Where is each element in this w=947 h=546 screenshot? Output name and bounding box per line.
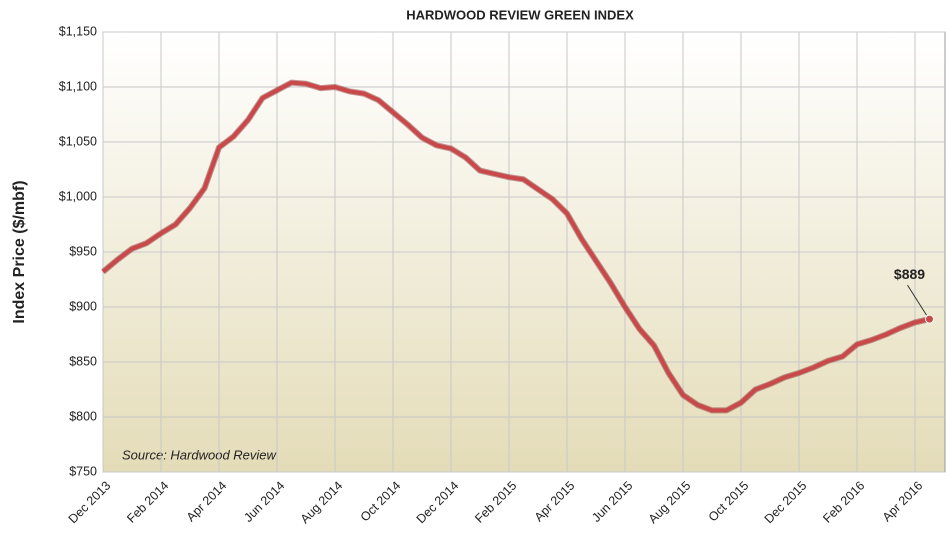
chart-title: HARDWOOD REVIEW GREEN INDEX bbox=[406, 7, 634, 22]
point-marker bbox=[925, 314, 934, 324]
x-tick-label: Dec 2014 bbox=[414, 479, 462, 527]
x-tick-label: Feb 2015 bbox=[472, 479, 519, 526]
y-tick-label: $900 bbox=[69, 299, 97, 313]
x-tick-label: Apr 2016 bbox=[880, 479, 926, 525]
line bbox=[101, 80, 930, 413]
y-tick-label: $750 bbox=[69, 464, 97, 478]
y-tick-label: $1,100 bbox=[59, 79, 97, 93]
y-axis-label: Index Price ($/mbf) bbox=[11, 180, 28, 323]
x-tick-label: Dec 2013 bbox=[66, 479, 114, 527]
x-tick-label: Oct 2014 bbox=[358, 479, 404, 525]
y-tick-label: $1,050 bbox=[59, 134, 97, 148]
x-tick-label: Feb 2016 bbox=[820, 479, 867, 526]
x-tick-label: Oct 2015 bbox=[706, 479, 752, 525]
x-tick-label: Apr 2015 bbox=[532, 479, 578, 525]
x-tick-label: Jun 2015 bbox=[589, 479, 635, 525]
x-tick-label: Feb 2014 bbox=[124, 479, 171, 526]
x-tick-label: Jun 2014 bbox=[241, 479, 287, 525]
y-tick-label: $850 bbox=[69, 354, 97, 368]
y-tick-label: $1,000 bbox=[59, 189, 97, 203]
y-tick-label: $950 bbox=[69, 244, 97, 258]
x-tick-label: Dec 2015 bbox=[762, 479, 810, 527]
x-tick-label: Aug 2014 bbox=[298, 479, 346, 527]
x-tick-label: Aug 2015 bbox=[646, 479, 694, 527]
leader-line bbox=[907, 284, 927, 316]
x-tick-label: Apr 2014 bbox=[184, 479, 230, 525]
y-tick-label: $800 bbox=[69, 409, 97, 423]
y-tick-label: $1,150 bbox=[59, 24, 97, 38]
source-note: Source: Hardwood Review bbox=[122, 447, 278, 462]
data-label: $889 bbox=[894, 266, 925, 282]
